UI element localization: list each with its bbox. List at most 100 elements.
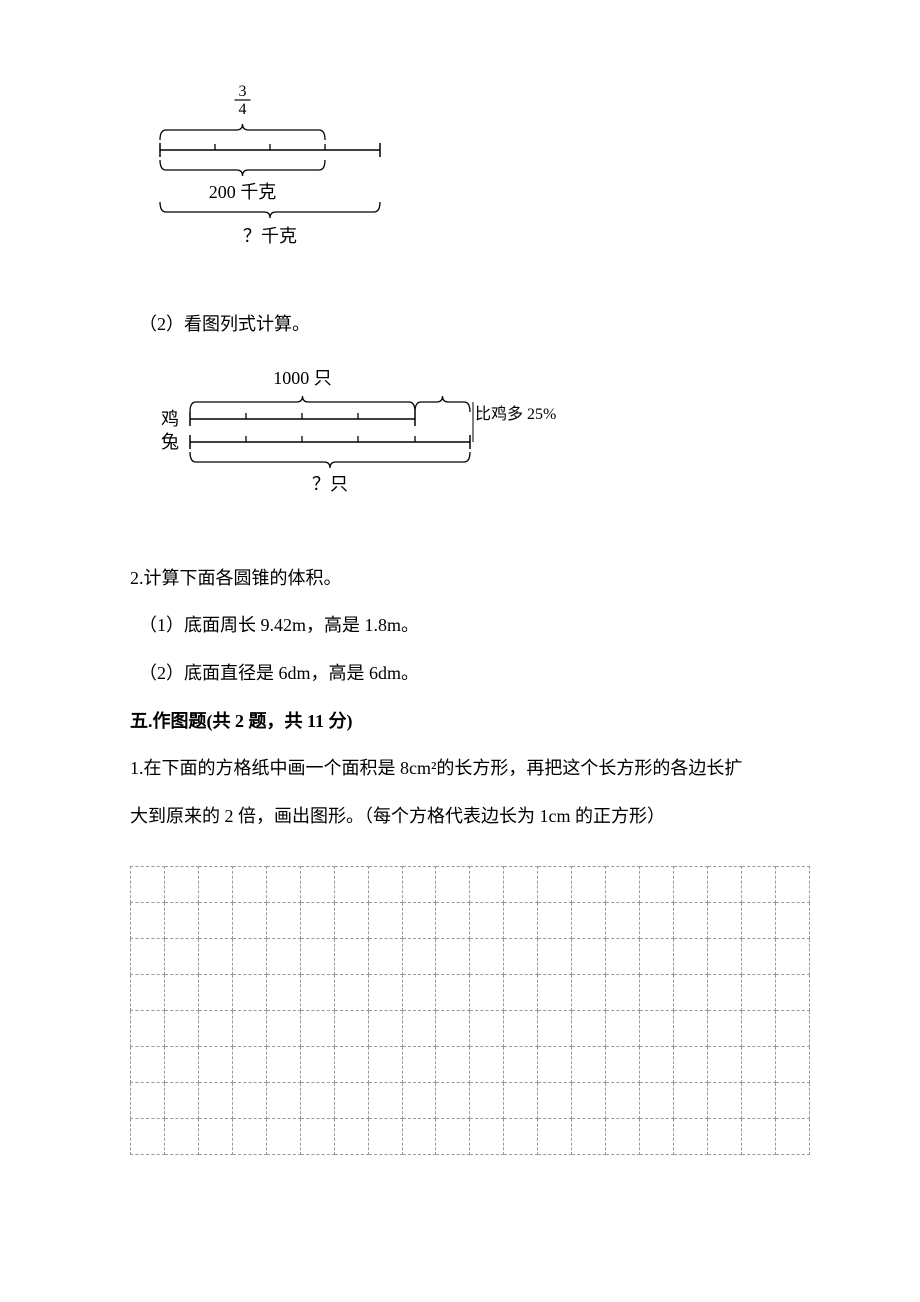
grid-cell — [300, 939, 334, 975]
grid-row — [131, 867, 810, 903]
grid-cell — [300, 867, 334, 903]
grid-cell — [368, 867, 402, 903]
grid-cell — [300, 1047, 334, 1083]
grid-row — [131, 975, 810, 1011]
grid-cell — [504, 867, 538, 903]
grid-cell — [266, 975, 300, 1011]
grid-cell — [538, 975, 572, 1011]
grid-cell — [707, 975, 741, 1011]
grid-cell — [741, 1047, 775, 1083]
grid-cell — [707, 1011, 741, 1047]
grid-cell — [640, 1083, 674, 1119]
grid-cell — [131, 1083, 165, 1119]
grid-row — [131, 1011, 810, 1047]
grid-cell — [606, 939, 640, 975]
grid-cell — [674, 1047, 708, 1083]
grid-cell — [164, 1083, 198, 1119]
grid-cell — [334, 867, 368, 903]
grid-cell — [300, 1083, 334, 1119]
grid-cell — [674, 867, 708, 903]
grid-cell — [266, 1011, 300, 1047]
grid-cell — [707, 939, 741, 975]
grid-cell — [640, 1047, 674, 1083]
grid-cell — [232, 1119, 266, 1155]
grid-cell — [504, 1083, 538, 1119]
grid-cell — [606, 1011, 640, 1047]
grid-cell — [775, 975, 809, 1011]
svg-text:？只: ？只 — [312, 474, 348, 494]
grid-cell — [775, 1119, 809, 1155]
grid-cell — [707, 1083, 741, 1119]
grid-cell — [707, 903, 741, 939]
grid-cell — [232, 1011, 266, 1047]
grid-cell — [402, 1119, 436, 1155]
svg-text:3: 3 — [239, 83, 247, 100]
grid-cell — [436, 939, 470, 975]
grid-cell — [504, 1119, 538, 1155]
grid-cell — [606, 903, 640, 939]
grid-cell — [470, 1083, 504, 1119]
grid-cell — [741, 903, 775, 939]
grid-cell — [741, 1083, 775, 1119]
grid-cell — [266, 1047, 300, 1083]
grid-cell — [131, 903, 165, 939]
grid-cell — [368, 1083, 402, 1119]
grid-cell — [674, 1119, 708, 1155]
diagram-2-svg: 1000 只鸡兔比鸡多 25%？只 — [140, 364, 560, 514]
grid-cell — [741, 1011, 775, 1047]
grid-cell — [538, 903, 572, 939]
svg-text:兔: 兔 — [161, 432, 179, 452]
grid-cell — [198, 1011, 232, 1047]
grid-cell — [470, 903, 504, 939]
grid-cell — [741, 975, 775, 1011]
grid-cell — [538, 1047, 572, 1083]
grid-cell — [572, 975, 606, 1011]
grid-cell — [470, 867, 504, 903]
grid-cell — [300, 975, 334, 1011]
svg-text:4: 4 — [239, 101, 247, 118]
grid-cell — [775, 867, 809, 903]
grid-cell — [164, 1011, 198, 1047]
grid-cell — [572, 867, 606, 903]
svg-text:鸡: 鸡 — [161, 409, 179, 429]
grid-cell — [674, 1083, 708, 1119]
grid-cell — [300, 903, 334, 939]
grid-cell — [402, 903, 436, 939]
grid-cell — [131, 1119, 165, 1155]
grid-cell — [470, 975, 504, 1011]
svg-text:200 千克: 200 千克 — [209, 182, 277, 202]
document-page: 34200 千克？千克 （2）看图列式计算。 1000 只鸡兔比鸡多 25%？只… — [0, 0, 920, 1302]
q2-heading: 2.计算下面各圆锥的体积。 — [130, 559, 810, 599]
grid-cell — [368, 1119, 402, 1155]
grid-cell — [164, 939, 198, 975]
grid-cell — [300, 1011, 334, 1047]
grid-cell — [470, 1119, 504, 1155]
grid-cell — [402, 1047, 436, 1083]
grid-cell — [470, 1047, 504, 1083]
grid-cell — [640, 903, 674, 939]
grid-cell — [402, 939, 436, 975]
section5-heading: 五.作图题(共 2 题，共 11 分) — [130, 702, 810, 742]
grid-cell — [198, 867, 232, 903]
grid-cell — [131, 975, 165, 1011]
grid-cell — [198, 1083, 232, 1119]
grid-cell — [198, 1119, 232, 1155]
grid-cell — [131, 1047, 165, 1083]
grid-cell — [436, 1083, 470, 1119]
grid-table — [130, 866, 810, 1155]
grid-paper — [130, 866, 810, 1155]
grid-cell — [504, 975, 538, 1011]
grid-cell — [606, 867, 640, 903]
grid-cell — [232, 1083, 266, 1119]
grid-cell — [164, 1047, 198, 1083]
grid-row — [131, 1083, 810, 1119]
grid-cell — [538, 1083, 572, 1119]
section5-q1-line1: 1.在下面的方格纸中画一个面积是 8cm²的长方形，再把这个长方形的各边长扩 — [130, 749, 810, 789]
grid-cell — [232, 1047, 266, 1083]
grid-cell — [334, 903, 368, 939]
grid-cell — [232, 903, 266, 939]
grid-cell — [504, 1011, 538, 1047]
grid-cell — [470, 939, 504, 975]
grid-row — [131, 1047, 810, 1083]
grid-cell — [436, 1047, 470, 1083]
